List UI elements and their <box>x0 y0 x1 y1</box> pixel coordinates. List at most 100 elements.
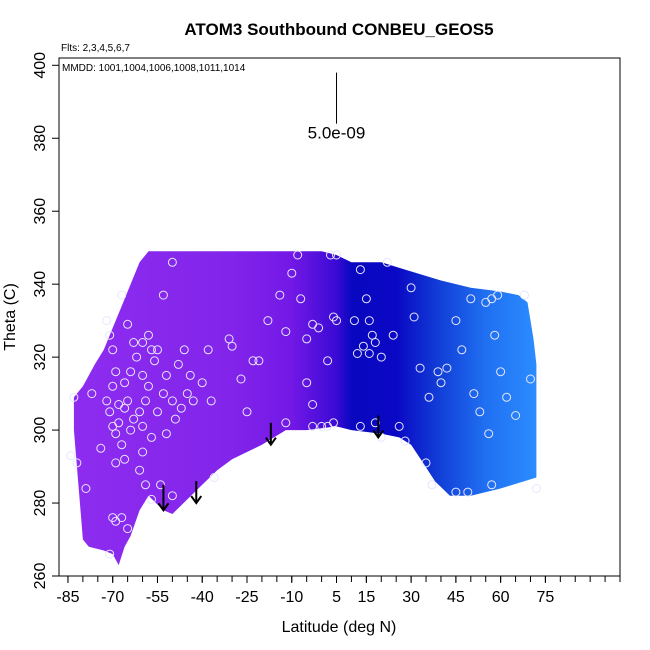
data-point <box>421 458 431 468</box>
data-point <box>138 421 148 431</box>
data-point <box>326 250 335 260</box>
data-point <box>167 491 177 501</box>
data-point <box>120 454 130 464</box>
data-point <box>475 407 485 417</box>
data-point <box>388 330 398 340</box>
data-point <box>161 429 171 439</box>
data-point <box>105 549 115 559</box>
data-point <box>248 356 258 366</box>
flights-note: Flts: 2,3,4,5,6,7 <box>61 43 130 54</box>
wind-arrows <box>157 415 385 513</box>
data-point <box>364 349 374 358</box>
y-tick-label: 280 <box>32 490 49 517</box>
plot-frame <box>58 57 621 577</box>
data-point <box>188 396 198 406</box>
y-tick-label: 380 <box>32 125 49 152</box>
data-point <box>69 392 79 402</box>
data-point <box>153 345 162 355</box>
dates-note: MMDD: 1001,1004,1006,1008,1011,1014 <box>62 63 246 74</box>
data-point <box>120 378 130 388</box>
data-point <box>170 414 180 424</box>
data-point <box>332 316 341 326</box>
x-tick-label: -55 <box>146 589 169 606</box>
data-point <box>111 367 121 377</box>
data-point <box>111 458 121 468</box>
x-axis-label: Latitude (deg N) <box>282 619 397 636</box>
data-point <box>355 265 365 275</box>
data-point <box>105 407 115 417</box>
y-tick-label: 260 <box>32 563 49 590</box>
y-tick-label: 300 <box>32 417 49 444</box>
data-point <box>502 392 512 402</box>
data-point <box>176 403 186 413</box>
data-point <box>254 356 264 366</box>
data-point <box>111 429 121 439</box>
wind-arrow <box>372 415 385 440</box>
data-point <box>182 389 192 399</box>
data-point <box>275 290 285 300</box>
data-point <box>114 418 124 428</box>
data-point <box>370 338 380 347</box>
data-point <box>496 367 506 377</box>
data-point <box>209 473 219 482</box>
data-point <box>144 381 153 391</box>
wind-arrow <box>190 481 203 505</box>
data-point <box>147 345 156 355</box>
data-point <box>349 316 359 326</box>
arrow-head <box>157 502 170 513</box>
data-point <box>105 330 115 340</box>
data-point <box>123 319 133 329</box>
data-point <box>314 323 324 333</box>
data-point <box>490 330 500 340</box>
data-point <box>531 484 541 493</box>
arrow-head <box>372 429 385 440</box>
data-point <box>302 378 312 388</box>
data-point <box>108 381 118 391</box>
data-point <box>158 290 168 300</box>
data-point <box>81 484 91 493</box>
data-point <box>332 250 341 260</box>
data-point <box>72 458 82 468</box>
wind-arrow <box>157 484 170 513</box>
x-tick-label: 30 <box>402 589 420 606</box>
data-point <box>203 345 213 355</box>
data-point <box>156 480 165 490</box>
arrow-head <box>190 495 203 505</box>
data-point <box>263 316 273 326</box>
data-point <box>147 432 156 442</box>
data-point <box>415 363 425 373</box>
y-axis: 260 280 300 320 340 360 380 400 <box>32 52 59 590</box>
data-point <box>323 356 333 366</box>
x-tick-label: 75 <box>537 589 555 606</box>
data-point <box>287 268 297 278</box>
x-tick-label: 15 <box>357 589 375 606</box>
data-point <box>87 389 97 399</box>
data-point <box>206 396 216 406</box>
data-point <box>129 414 139 424</box>
data-point <box>433 367 443 377</box>
scale-bar: 5.0e-09 <box>308 72 365 143</box>
data-point <box>466 294 476 304</box>
data-point <box>242 407 252 417</box>
data-point <box>227 341 237 351</box>
data-point <box>308 400 318 409</box>
data-point <box>138 338 148 347</box>
data-point <box>126 425 136 435</box>
data-point <box>147 494 156 504</box>
data-point <box>123 524 133 534</box>
data-point <box>173 359 183 369</box>
data-point <box>135 407 145 417</box>
data-point <box>167 396 177 406</box>
data-point <box>358 341 368 351</box>
data-point <box>370 418 380 428</box>
data-point <box>236 374 246 384</box>
data-point <box>293 250 303 260</box>
data-point <box>526 374 535 384</box>
data-point <box>117 440 127 450</box>
data-point <box>487 480 497 490</box>
data-point <box>281 327 291 337</box>
data-point <box>108 345 118 355</box>
data-point <box>185 370 195 380</box>
data-point <box>96 443 106 453</box>
data-point <box>409 312 419 322</box>
